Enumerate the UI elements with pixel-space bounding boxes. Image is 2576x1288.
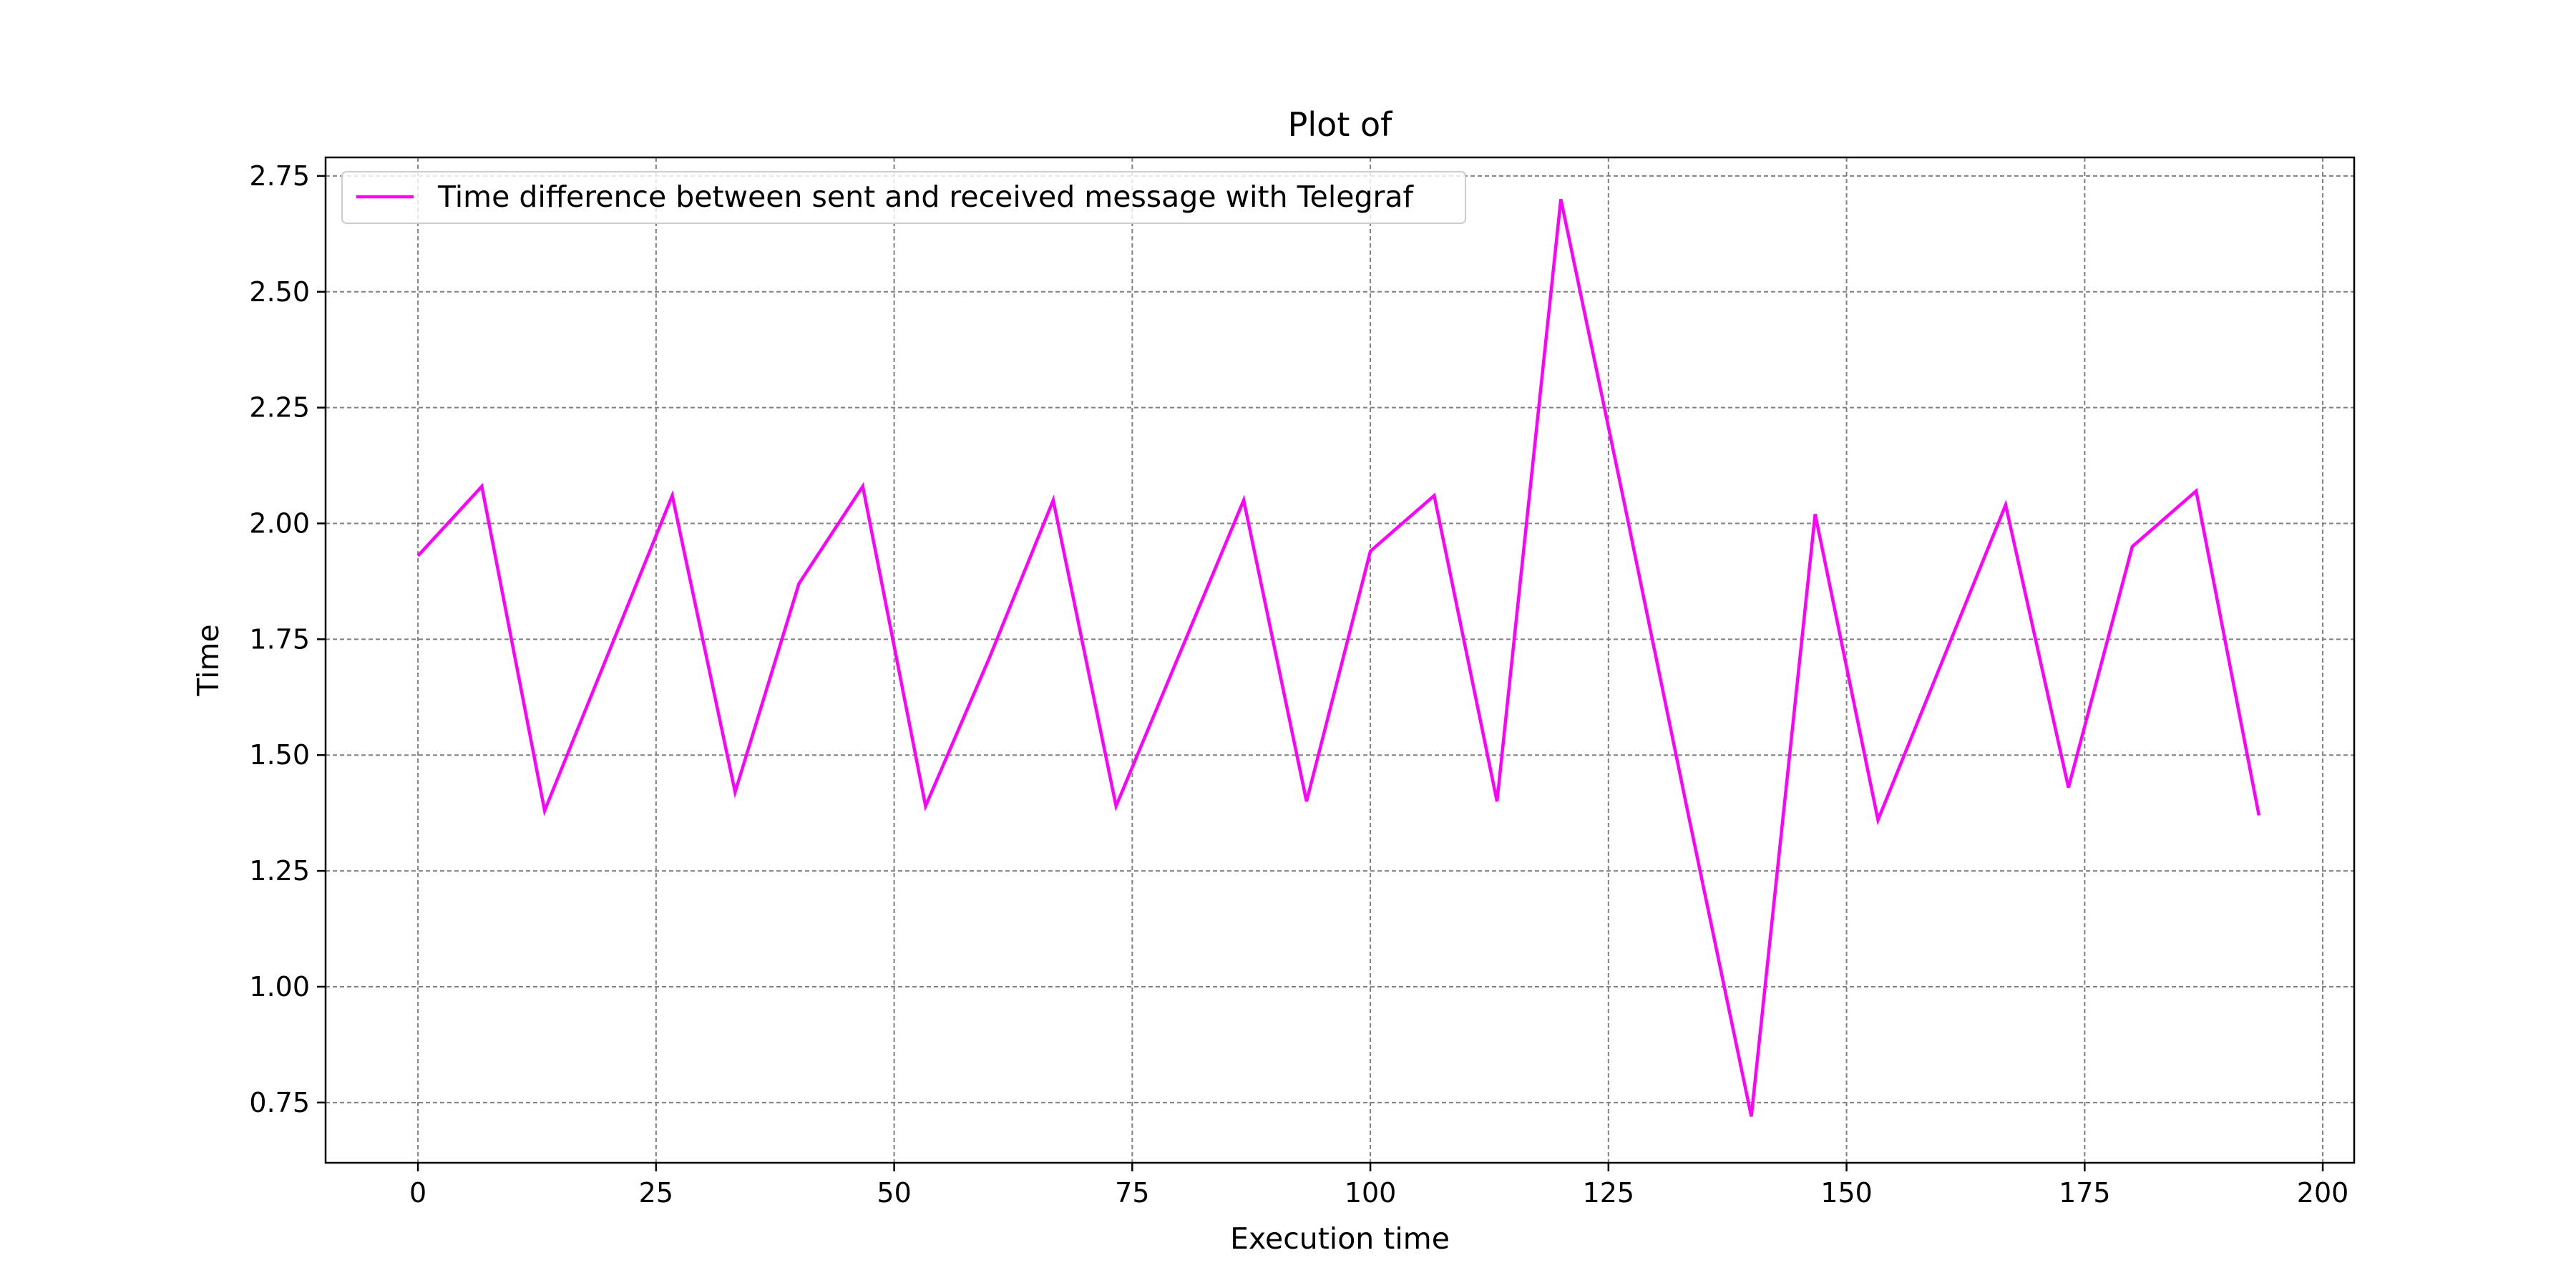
- y-tick-label: 2.25: [249, 392, 310, 424]
- x-tick-label: 200: [2297, 1177, 2349, 1209]
- x-tick-label: 100: [1345, 1177, 1397, 1209]
- plot-frame: [324, 156, 2356, 1164]
- x-tick-label: 175: [2059, 1177, 2111, 1209]
- x-tick-label: 75: [1115, 1177, 1149, 1209]
- y-tick-label: 1.25: [249, 855, 310, 887]
- y-tick-label: 0.75: [249, 1087, 310, 1118]
- y-tick-label: 2.00: [249, 507, 310, 539]
- y-tick-label: 2.75: [249, 160, 310, 192]
- y-axis-label: Time: [191, 624, 225, 696]
- y-tick-label: 1.00: [249, 971, 310, 1002]
- chart-title: Plot of: [1288, 105, 1393, 144]
- x-axis-label: Execution time: [1230, 1221, 1450, 1256]
- y-tick-label: 1.75: [249, 623, 310, 655]
- legend-label: Time difference between sent and receive…: [437, 180, 1415, 214]
- x-tick-label: 50: [877, 1177, 911, 1209]
- legend: Time difference between sent and receive…: [341, 171, 1466, 224]
- y-tick-label: 1.50: [249, 739, 310, 771]
- grid: [326, 157, 2354, 1163]
- x-tick-label: 150: [1820, 1177, 1873, 1209]
- y-tick-label: 2.50: [249, 276, 310, 308]
- x-tick-label: 125: [1583, 1177, 1635, 1209]
- series-line: [416, 198, 2261, 1117]
- ticks: 0 25 50 75 100 125 150 175 200 0.75 1.00 1.25 1.50 1.…: [249, 160, 2348, 1209]
- x-tick-label: 25: [639, 1177, 673, 1209]
- x-tick-label: 0: [409, 1177, 426, 1209]
- series-layer: [416, 198, 2261, 1117]
- legend-box: [341, 171, 1466, 224]
